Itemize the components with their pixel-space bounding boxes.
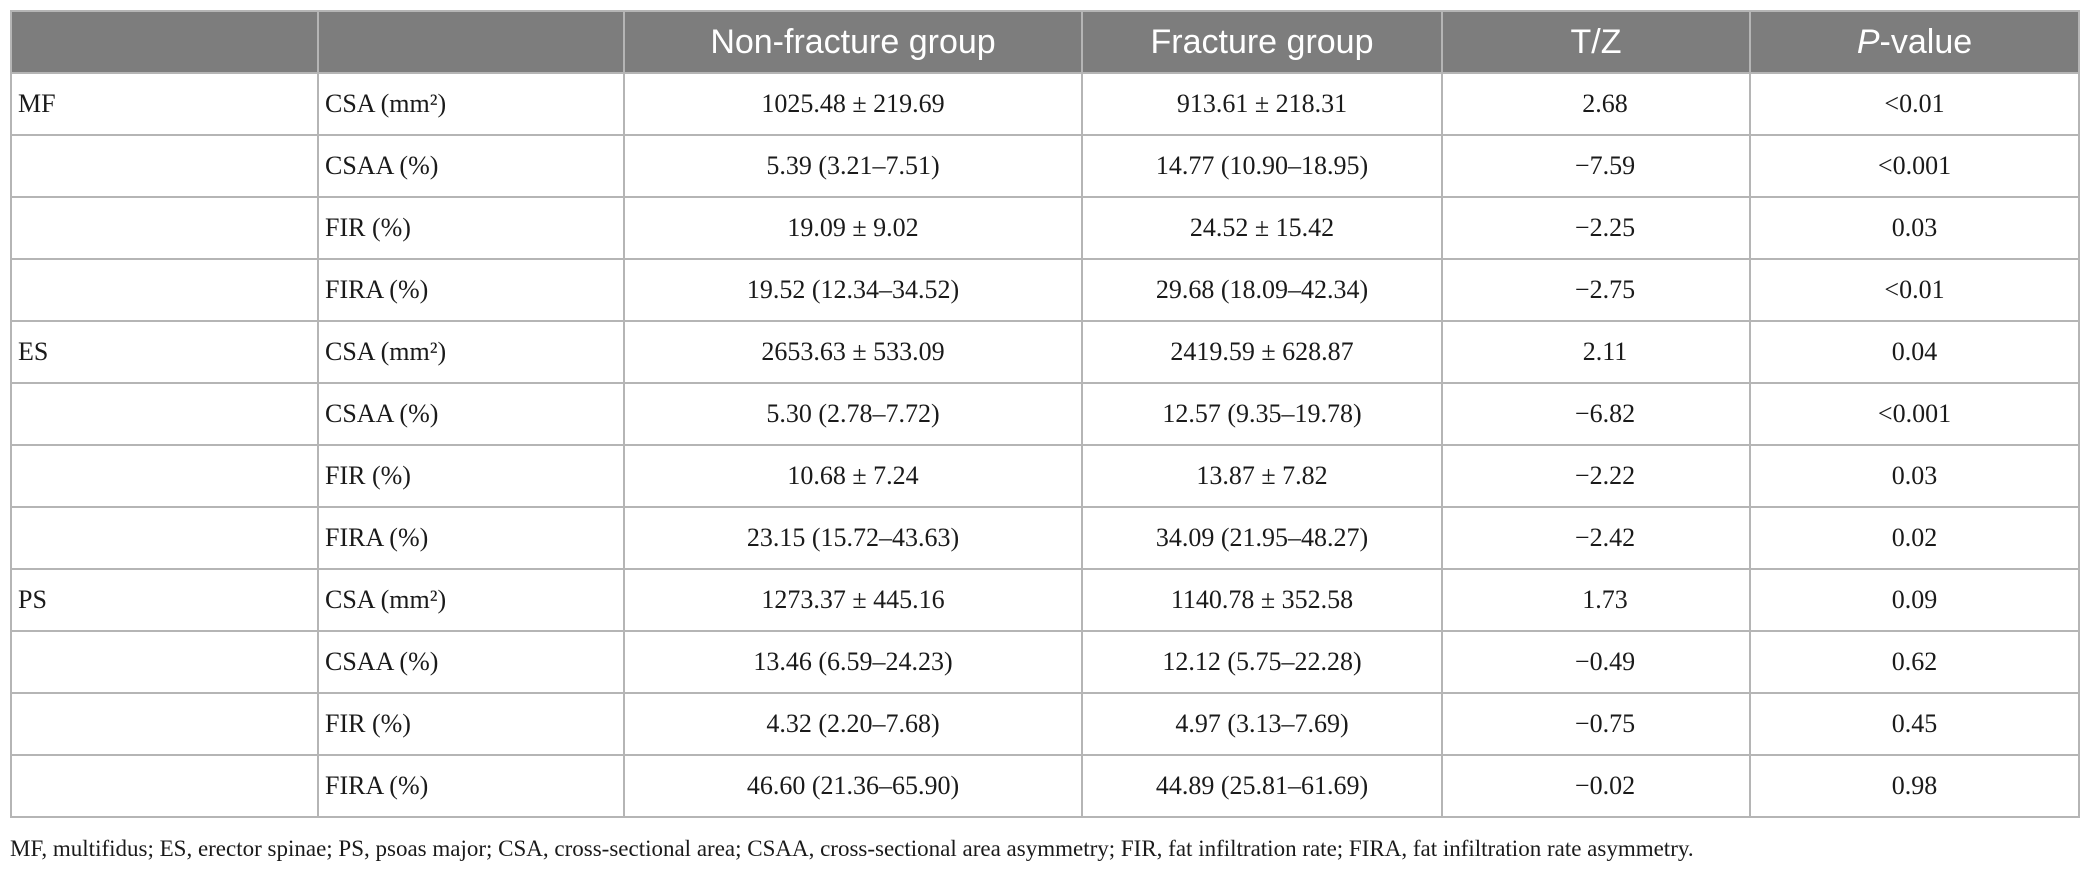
header-p-suffix: -value [1879,22,1973,61]
cell-measure: CSAA (%) [317,382,625,446]
cell-group [10,506,319,570]
cell-tz: −2.22 [1441,444,1751,508]
table-row: CSAA (%) 5.30 (2.78–7.72) 12.57 (9.35–19.7… [10,382,2080,446]
cell-tz: −0.49 [1441,630,1751,694]
cell-p-value: 0.04 [1749,320,2080,384]
cell-fracture: 14.77 (10.90–18.95) [1081,134,1443,198]
header-group [10,10,319,74]
cell-non-fracture: 1273.37 ± 445.16 [623,568,1083,632]
cell-tz: −0.02 [1441,754,1751,818]
cell-tz: 2.68 [1441,72,1751,136]
cell-p-value: <0.01 [1749,258,2080,322]
cell-fracture: 12.57 (9.35–19.78) [1081,382,1443,446]
cell-non-fracture: 19.52 (12.34–34.52) [623,258,1083,322]
cell-fracture: 13.87 ± 7.82 [1081,444,1443,508]
cell-fracture: 913.61 ± 218.31 [1081,72,1443,136]
table-row: FIRA (%) 19.52 (12.34–34.52) 29.68 (18.09–… [10,258,2080,322]
cell-measure: CSA (mm²) [317,568,625,632]
cell-non-fracture: 46.60 (21.36–65.90) [623,754,1083,818]
cell-group [10,134,319,198]
cell-fracture: 12.12 (5.75–22.28) [1081,630,1443,694]
cell-fracture: 29.68 (18.09–42.34) [1081,258,1443,322]
cell-group [10,196,319,260]
table-header: Non-fracture group Fracture group T/Z P-… [10,10,2080,74]
table-body: MF CSA (mm²) 1025.48 ± 219.69 913.61 ± 218.… [10,72,2080,818]
table-row: FIR (%) 10.68 ± 7.24 13.87 ± 7.82 −2.22 0.03 [10,444,2080,508]
cell-tz: −0.75 [1441,692,1751,756]
header-p-value: P-value [1749,10,2080,74]
cell-group [10,754,319,818]
cell-fracture: 2419.59 ± 628.87 [1081,320,1443,384]
table-row: FIR (%) 19.09 ± 9.02 24.52 ± 15.42 −2.25 0.0… [10,196,2080,260]
header-fracture-group: Fracture group [1081,10,1443,74]
cell-tz: 2.11 [1441,320,1751,384]
cell-group [10,444,319,508]
cell-group [10,258,319,322]
cell-tz: 1.73 [1441,568,1751,632]
cell-measure: CSA (mm²) [317,320,625,384]
cell-group [10,630,319,694]
cell-measure: CSAA (%) [317,630,625,694]
cell-non-fracture: 2653.63 ± 533.09 [623,320,1083,384]
cell-non-fracture: 10.68 ± 7.24 [623,444,1083,508]
cell-p-value: 0.45 [1749,692,2080,756]
cell-non-fracture: 5.30 (2.78–7.72) [623,382,1083,446]
cell-fracture: 34.09 (21.95–48.27) [1081,506,1443,570]
cell-measure: FIR (%) [317,444,625,508]
cell-tz: −2.42 [1441,506,1751,570]
cell-non-fracture: 13.46 (6.59–24.23) [623,630,1083,694]
cell-measure: FIRA (%) [317,506,625,570]
cell-measure: CSA (mm²) [317,72,625,136]
results-table-container: Non-fracture group Fracture group T/Z P-… [10,10,2080,818]
cell-tz: −6.82 [1441,382,1751,446]
cell-measure: FIRA (%) [317,754,625,818]
cell-measure: CSAA (%) [317,134,625,198]
cell-non-fracture: 1025.48 ± 219.69 [623,72,1083,136]
cell-group: ES [10,320,319,384]
cell-group: MF [10,72,319,136]
cell-group: PS [10,568,319,632]
cell-p-value: <0.001 [1749,382,2080,446]
cell-tz: −2.25 [1441,196,1751,260]
table-row: FIR (%) 4.32 (2.20–7.68) 4.97 (3.13–7.69) −… [10,692,2080,756]
cell-p-value: <0.01 [1749,72,2080,136]
cell-non-fracture: 5.39 (3.21–7.51) [623,134,1083,198]
table-row: FIRA (%) 46.60 (21.36–65.90) 44.89 (25.81–… [10,754,2080,818]
header-non-fracture-group: Non-fracture group [623,10,1083,74]
cell-tz: −2.75 [1441,258,1751,322]
cell-measure: FIR (%) [317,196,625,260]
table-row: CSAA (%) 13.46 (6.59–24.23) 12.12 (5.75–22… [10,630,2080,694]
cell-fracture: 1140.78 ± 352.58 [1081,568,1443,632]
cell-fracture: 24.52 ± 15.42 [1081,196,1443,260]
cell-p-value: <0.001 [1749,134,2080,198]
cell-non-fracture: 4.32 (2.20–7.68) [623,692,1083,756]
cell-tz: −7.59 [1441,134,1751,198]
cell-group [10,692,319,756]
header-tz: T/Z [1441,10,1751,74]
cell-non-fracture: 19.09 ± 9.02 [623,196,1083,260]
cell-measure: FIR (%) [317,692,625,756]
cell-fracture: 44.89 (25.81–61.69) [1081,754,1443,818]
header-measure [317,10,625,74]
results-table: Non-fracture group Fracture group T/Z P-… [10,10,2080,818]
cell-group [10,382,319,446]
header-row: Non-fracture group Fracture group T/Z P-… [10,10,2080,74]
cell-p-value: 0.03 [1749,444,2080,508]
cell-p-value: 0.62 [1749,630,2080,694]
header-p-italic: P [1856,22,1880,61]
table-row: ES CSA (mm²) 2653.63 ± 533.09 2419.59 ± 628… [10,320,2080,384]
cell-p-value: 0.02 [1749,506,2080,570]
table-row: PS CSA (mm²) 1273.37 ± 445.16 1140.78 ± 352… [10,568,2080,632]
table-row: FIRA (%) 23.15 (15.72–43.63) 34.09 (21.95–… [10,506,2080,570]
cell-p-value: 0.09 [1749,568,2080,632]
cell-p-value: 0.03 [1749,196,2080,260]
table-row: CSAA (%) 5.39 (3.21–7.51) 14.77 (10.90–18.… [10,134,2080,198]
cell-measure: FIRA (%) [317,258,625,322]
cell-non-fracture: 23.15 (15.72–43.63) [623,506,1083,570]
table-row: MF CSA (mm²) 1025.48 ± 219.69 913.61 ± 218.… [10,72,2080,136]
cell-fracture: 4.97 (3.13–7.69) [1081,692,1443,756]
cell-p-value: 0.98 [1749,754,2080,818]
table-footnote: MF, multifidus; ES, erector spinae; PS, … [10,836,1694,861]
